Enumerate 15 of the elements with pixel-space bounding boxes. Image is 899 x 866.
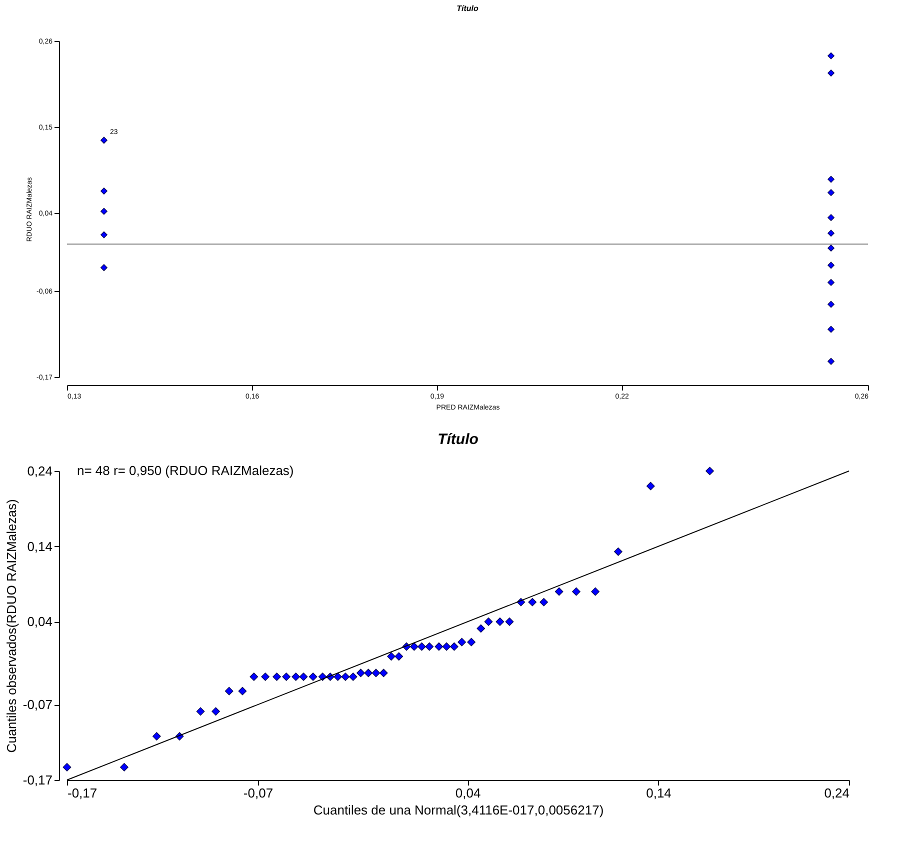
x-tick-label: 0,24: [824, 786, 850, 800]
y-tick-label: -0,07: [22, 697, 52, 712]
x-tick-label: -0,17: [68, 786, 98, 800]
chart-title: Título: [456, 4, 478, 13]
chart-title: Título: [438, 431, 478, 448]
y-tick-label: 0,14: [27, 538, 52, 554]
y-tick-label: -0,17: [22, 772, 52, 788]
x-axis-title: Cuantiles de una Normal(3,4116E-017,0,0056217): [313, 802, 604, 818]
x-tick-label: 0,04: [455, 786, 481, 800]
x-tick-label: -0,07: [243, 786, 274, 800]
y-tick-label: 0,04: [27, 614, 52, 630]
y-tick-label: 0,24: [27, 464, 52, 478]
y-axis-title: Cuantiles observados(RDUO RAIZMalezas): [4, 499, 19, 753]
x-tick-label: 0,14: [646, 786, 672, 800]
annotation: n= 48 r= 0,950 (RDUO RAIZMalezas): [77, 463, 294, 478]
